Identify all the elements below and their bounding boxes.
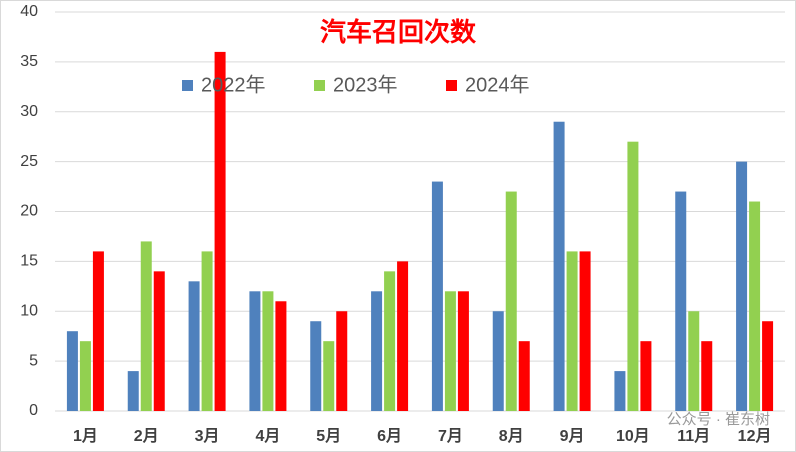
bar <box>384 271 396 411</box>
bar <box>675 191 687 411</box>
legend-label: 2022年 <box>201 73 266 96</box>
bar <box>323 341 335 411</box>
y-tick-label: 5 <box>29 352 38 369</box>
x-tick-label: 4月 <box>255 427 280 445</box>
legend-swatch <box>446 80 457 91</box>
bar <box>214 51 226 412</box>
x-tick-label: 11月 <box>677 427 710 445</box>
bar <box>736 161 748 411</box>
bar <box>688 311 700 411</box>
bar <box>749 201 761 411</box>
bar <box>275 301 287 411</box>
legend-label: 2024年 <box>465 73 530 96</box>
bar <box>92 251 104 411</box>
bar <box>66 331 78 411</box>
bar <box>201 251 213 411</box>
bar <box>505 191 517 411</box>
x-tick-label: 12月 <box>738 427 772 445</box>
bar <box>262 291 274 411</box>
bar <box>336 311 348 411</box>
x-tick-label: 8月 <box>499 427 524 445</box>
bar <box>579 251 591 411</box>
bar <box>457 291 469 411</box>
x-tick-label: 1月 <box>73 427 98 445</box>
x-tick-label: 6月 <box>377 427 402 445</box>
bar <box>153 271 165 411</box>
bar <box>397 261 409 411</box>
bar <box>640 341 652 411</box>
bar <box>518 341 530 411</box>
x-tick-label: 3月 <box>195 427 220 445</box>
bar <box>127 371 139 411</box>
chart-title: 汽车召回次数 <box>320 17 477 48</box>
x-tick-label: 2月 <box>134 427 159 445</box>
x-tick-label: 5月 <box>316 427 341 445</box>
y-tick-label: 10 <box>20 302 38 319</box>
bar <box>762 321 774 411</box>
bar <box>431 181 443 411</box>
bar <box>701 341 713 411</box>
bar <box>627 141 639 412</box>
y-tick-label: 40 <box>20 3 38 20</box>
y-tick-label: 30 <box>20 103 38 120</box>
y-tick-label: 25 <box>20 153 38 170</box>
bar <box>371 291 383 411</box>
y-tick-label: 0 <box>29 402 38 419</box>
x-tick-label: 10月 <box>616 427 650 445</box>
bar <box>566 251 578 411</box>
bar <box>444 291 456 411</box>
y-tick-label: 15 <box>20 253 38 270</box>
legend-swatch <box>314 80 325 91</box>
bar <box>188 281 200 411</box>
bar <box>140 241 152 411</box>
y-tick-label: 20 <box>20 203 38 220</box>
bar <box>614 371 626 411</box>
bar <box>553 121 565 411</box>
legend-swatch <box>182 80 193 91</box>
bar <box>249 291 261 411</box>
bar <box>492 311 504 411</box>
x-tick-label: 9月 <box>560 427 585 445</box>
legend-label: 2023年 <box>333 73 398 96</box>
watermark: 公众号 · 崔东树 <box>667 411 770 428</box>
x-tick-label: 7月 <box>438 427 463 445</box>
bar <box>79 341 91 411</box>
y-tick-label: 35 <box>20 53 38 70</box>
bar <box>310 321 322 411</box>
